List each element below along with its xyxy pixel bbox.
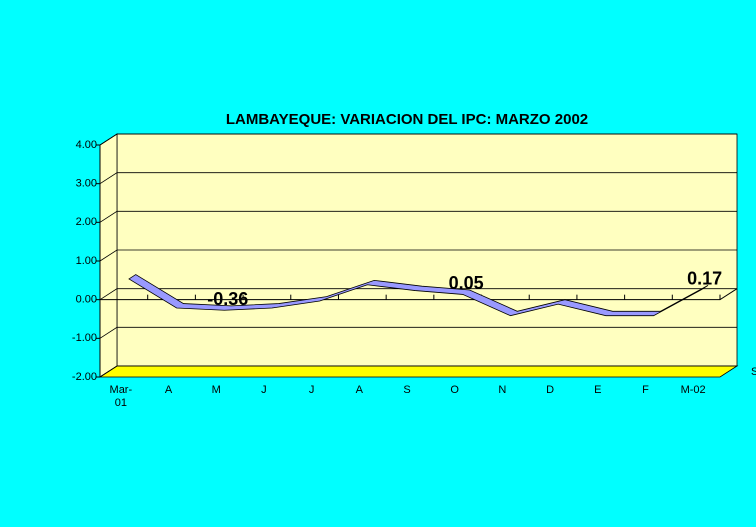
- series-ribbon: [128, 274, 709, 317]
- data-label: 0.17: [687, 268, 722, 288]
- x-tick-label: J: [261, 384, 267, 396]
- grid-line: [99, 249, 737, 262]
- y-tick-label: 1.00: [76, 255, 97, 267]
- x-tick-label: M: [211, 384, 221, 396]
- grid-line: [99, 133, 737, 146]
- y-tick-label: -2.00: [72, 371, 97, 383]
- floor: [98, 365, 739, 378]
- data-label: -0.36: [207, 289, 248, 309]
- data-label: 0.05: [449, 273, 484, 293]
- y-tick-label: 0.00: [76, 294, 97, 306]
- x-tick-label: O: [450, 384, 459, 396]
- series-name: S: [751, 366, 756, 378]
- y-tick-label: -1.00: [72, 332, 97, 344]
- chart-title: LAMBAYEQUE: VARIACION DEL IPC: MARZO 200…: [226, 111, 588, 128]
- grid-line: [99, 326, 737, 339]
- x-tick-label: D: [546, 384, 555, 396]
- y-tick-label: 2.00: [76, 216, 97, 228]
- x-tick-label: F: [642, 384, 649, 396]
- x-tick-label: J: [308, 384, 315, 396]
- grid-line: [99, 288, 737, 301]
- x-tick-label: A: [355, 384, 363, 396]
- x-tick-label: M-02: [680, 384, 706, 396]
- y-tick-label: 3.00: [76, 178, 97, 190]
- grid-line: [99, 365, 737, 378]
- grid-line: [99, 210, 737, 223]
- x-tick-label: A: [164, 384, 173, 396]
- x-tick-label: Mar-01: [109, 384, 133, 409]
- x-tick-label: N: [498, 384, 507, 396]
- y-tick-label: 4.00: [76, 139, 97, 151]
- x-tick-label: S: [403, 384, 411, 396]
- x-tick-label: E: [594, 384, 602, 396]
- grid-line: [99, 172, 737, 185]
